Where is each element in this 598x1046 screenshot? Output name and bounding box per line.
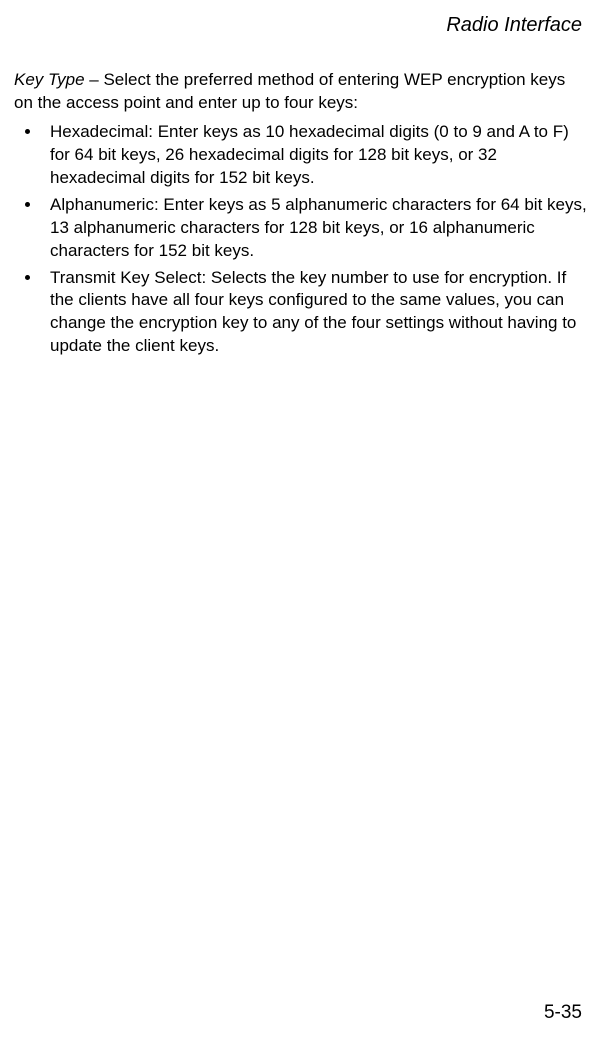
page-number: 5-35 <box>544 1002 582 1024</box>
list-item: Alphanumeric: Enter keys as 5 alphanumer… <box>42 194 588 263</box>
list-item: Transmit Key Select: Selects the key num… <box>42 267 588 359</box>
intro-term: Key Type <box>14 70 85 89</box>
intro-separator: – <box>85 70 104 89</box>
page-container: Radio Interface Key Type – Select the pr… <box>0 0 598 1046</box>
list-item: Hexadecimal: Enter keys as 10 hexadecima… <box>42 121 588 190</box>
bullet-list: Hexadecimal: Enter keys as 10 hexadecima… <box>10 121 588 358</box>
intro-paragraph: Key Type – Select the preferred method o… <box>10 69 588 115</box>
header-title: Radio Interface <box>10 14 588 37</box>
